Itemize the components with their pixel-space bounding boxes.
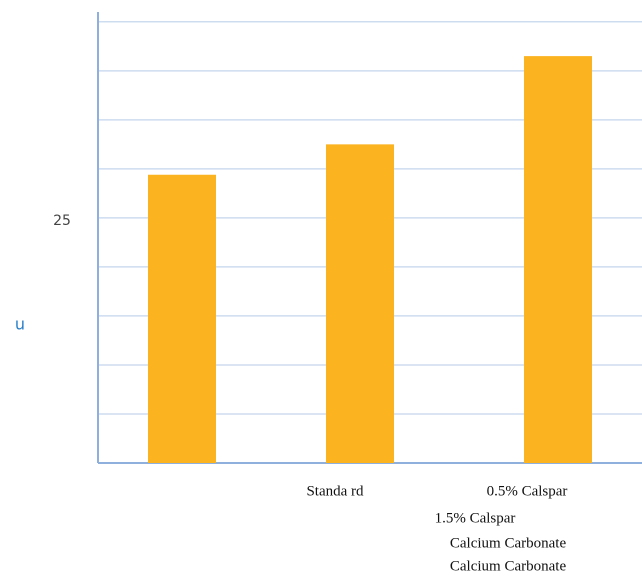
bar xyxy=(326,144,394,463)
bar xyxy=(148,174,216,463)
x-tick-label: Standa rd xyxy=(306,483,364,499)
y-tick-label: 25 xyxy=(53,213,71,229)
annotation: 1.5% Calspar xyxy=(435,510,516,526)
y-axis-label: u xyxy=(15,315,25,334)
annotation: Calcium Carbonate xyxy=(450,535,567,551)
annotation: Calcium Carbonate xyxy=(450,558,567,574)
bar xyxy=(524,56,592,463)
x-tick-label: 0.5% Calspar xyxy=(487,483,568,499)
